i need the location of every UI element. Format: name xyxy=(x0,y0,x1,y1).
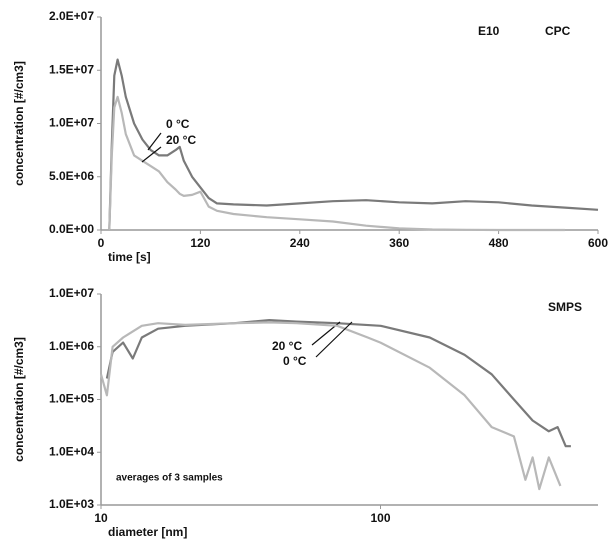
series-line xyxy=(108,58,599,231)
x-tick-label: 100 xyxy=(370,511,390,525)
x-tick-label: 600 xyxy=(588,236,608,250)
x-tick-label: 480 xyxy=(489,236,509,250)
chart-panel: 0.0E+00 5.0E+06 1.0E+07 1.5E+07 2.0E+07 0 120 2… xyxy=(12,9,608,264)
x-tick-label: 0 xyxy=(98,236,105,250)
y-tick-label: 1.0E+07 xyxy=(49,116,94,130)
x-tick-label: 240 xyxy=(290,236,310,250)
chart-panel: 1.0E+03 1.0E+04 1.0E+05 1.0E+06 1.0E+07 10 100… xyxy=(12,286,598,539)
y-tick-label: 1.0E+06 xyxy=(49,339,94,353)
y-tick-label: 0.0E+00 xyxy=(49,222,94,236)
series-label: 20 °C xyxy=(166,133,196,147)
x-axis-label: diameter [nm] xyxy=(108,525,187,539)
y-tick-label: 1.0E+05 xyxy=(49,392,94,406)
label-leader xyxy=(141,146,162,163)
annotation: averages of 3 samples xyxy=(116,473,223,484)
y-axis-label: concentration [#/cm3] xyxy=(12,61,26,186)
y-tick-label: 1.0E+07 xyxy=(49,286,94,300)
y-tick-label: 2.0E+07 xyxy=(49,9,94,23)
annotation: CPC xyxy=(545,24,571,38)
y-tick-label: 5.0E+06 xyxy=(49,169,94,183)
series-label: 0 °C xyxy=(166,117,190,131)
series-label: 20 °C xyxy=(272,339,302,353)
y-axis-label: concentration [#/cm3] xyxy=(12,337,26,462)
y-tick-label: 1.5E+07 xyxy=(49,62,94,76)
series-label: 0 °C xyxy=(283,354,307,368)
x-tick-label: 10 xyxy=(94,511,108,525)
label-leader xyxy=(147,132,162,151)
x-axis-label: time [s] xyxy=(108,250,151,264)
annotation: E10 xyxy=(478,24,500,38)
series-line xyxy=(108,95,565,232)
y-tick-label: 1.0E+04 xyxy=(49,444,94,458)
annotation: SMPS xyxy=(548,300,582,314)
y-tick-label: 1.0E+03 xyxy=(49,497,94,511)
x-tick-label: 360 xyxy=(389,236,409,250)
x-tick-label: 120 xyxy=(190,236,210,250)
label-leader xyxy=(315,321,353,358)
series-line xyxy=(99,321,562,491)
series-line xyxy=(105,319,571,448)
